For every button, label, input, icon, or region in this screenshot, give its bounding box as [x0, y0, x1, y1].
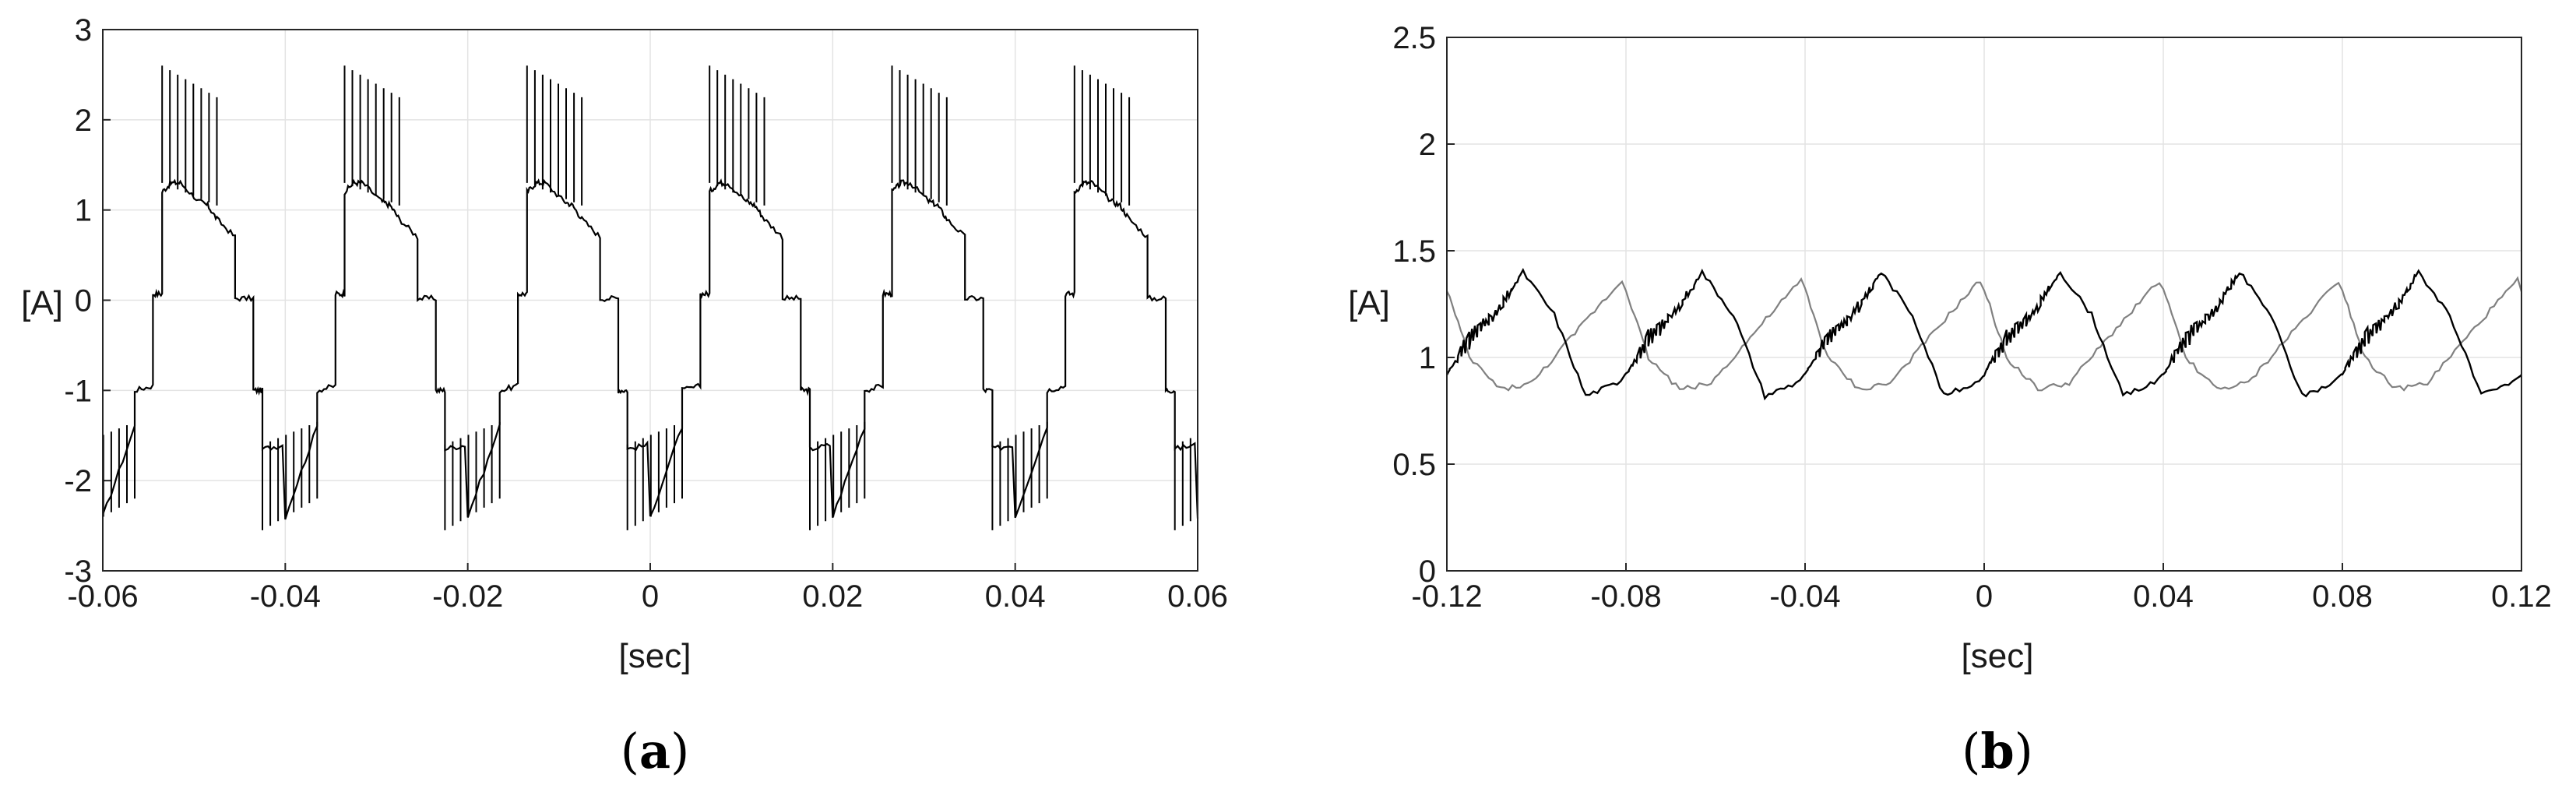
chart-b-caption: (b)	[1962, 723, 2033, 780]
chart-a-caption-letter: a	[639, 723, 670, 780]
chart-a-y-tick-label: 1	[75, 194, 92, 228]
chart-a-plot-frame	[102, 29, 1198, 572]
chart-a-y-tick-label: -1	[64, 374, 92, 408]
chart-a-x-tick-label: 0.04	[985, 579, 1046, 614]
chart-b-series-2-line	[1446, 276, 2523, 392]
chart-b-series-1-line	[1445, 267, 2522, 401]
chart-a: -0.06 -0.04 -0.02 0 0.02 0.04 0.06 -3-2-10123 …	[21, 13, 1228, 780]
chart-b-x-tick-label: -0.04	[1769, 579, 1840, 614]
chart-a-x-tick-label: -0.02	[432, 579, 503, 614]
chart-b-x-tick-label: -0.12	[1411, 579, 1482, 614]
chart-b-x-axis-label: [sec]	[1962, 637, 2034, 675]
chart-b-y-tick-label: 2.5	[1392, 21, 1436, 55]
chart-a-caption-open: (	[621, 723, 639, 780]
chart-b-x-tick-label: -0.08	[1590, 579, 1661, 614]
chart-b-x-tick-label: 0.08	[2312, 579, 2373, 614]
chart-a-x-tick-label: 0.06	[1167, 579, 1228, 614]
chart-a-x-tick-label: 0	[642, 579, 659, 614]
chart-b-x-tick-label: 0.04	[2133, 579, 2194, 614]
chart-b-plot-frame	[1446, 37, 2522, 572]
chart-a-caption: (a)	[621, 723, 690, 780]
chart-a-x-tick-labels: -0.06 -0.04 -0.02 0 0.02 0.04 0.06	[67, 579, 1228, 614]
chart-b-y-tick-label: 1	[1419, 341, 1436, 375]
chart-a-caption-close: )	[670, 723, 689, 780]
chart-a-y-tick-labels: -3 -2 -1 0 1 2 3	[64, 13, 92, 589]
chart-b-y-tick-label: 2	[1419, 128, 1436, 162]
chart-a-series-1-spikes	[102, 65, 1191, 530]
chart-b-grid	[1446, 37, 2522, 572]
chart-b-y-tick-label: 1.5	[1392, 234, 1436, 269]
chart-a-y-axis-label: [A]	[21, 284, 63, 322]
chart-a-y-tick-label: 2	[75, 104, 92, 138]
chart-b-x-tick-label: 0.12	[2491, 579, 2552, 614]
chart-a-x-tick-label: -0.06	[67, 579, 138, 614]
chart-b-x-tick-label: 0	[1976, 579, 1993, 614]
chart-b-x-tick-labels: -0.12 -0.08 -0.04 0 0.04 0.08 0.12	[1411, 579, 2552, 614]
chart-b-y-axis-label: [A]	[1348, 284, 1390, 322]
chart-b-caption-open: (	[1962, 723, 1980, 780]
chart-a-x-tick-label: -0.04	[250, 579, 321, 614]
chart-b-y-tick-label: 0.5	[1392, 448, 1436, 482]
chart-a-x-tick-label: 0.02	[802, 579, 863, 614]
chart-b-caption-close: )	[2015, 723, 2033, 780]
chart-b-y-tick-label: 0	[1419, 554, 1436, 589]
chart-a-y-tick-label: -3	[64, 554, 92, 589]
chart-a-y-tick-label: 0	[75, 284, 92, 319]
chart-a-y-tick-label: -2	[64, 464, 92, 498]
chart-a-y-tick-label: 3	[75, 13, 92, 48]
chart-b-caption-letter: b	[1980, 723, 2014, 780]
chart-a-x-axis-label: [sec]	[619, 637, 692, 675]
chart-b: -0.12 -0.08 -0.04 0 0.04 0.08 0.12 0 0.5 1 1.5 2 2.…	[1348, 21, 2552, 780]
chart-b-y-tick-labels: 0 0.5 1 1.5 2 2.5	[1392, 21, 1436, 589]
